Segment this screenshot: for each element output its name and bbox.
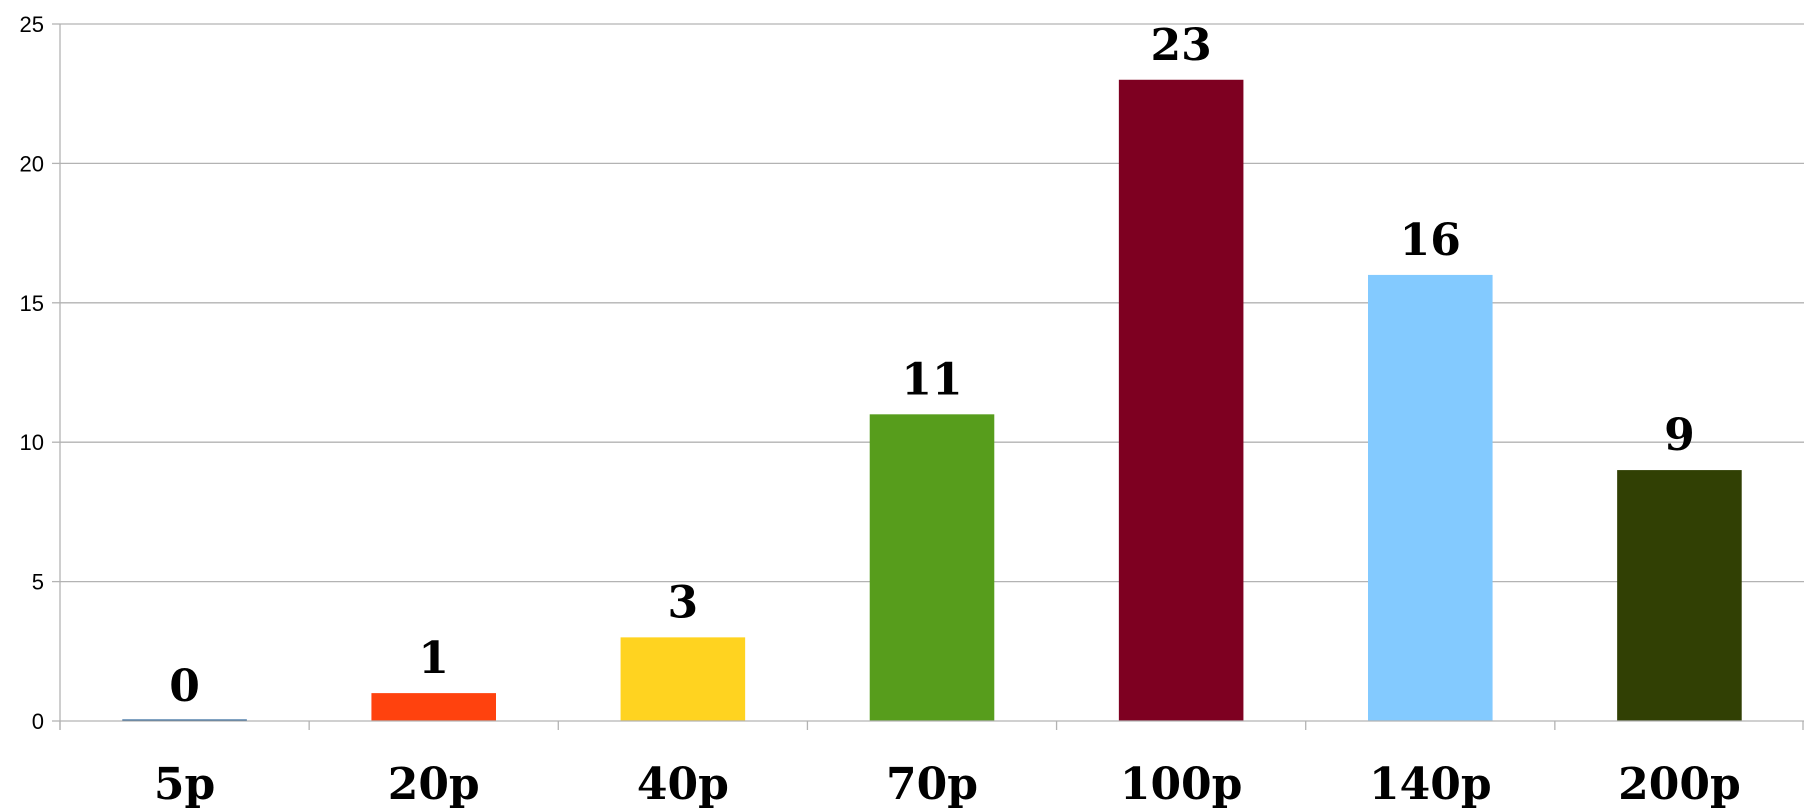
data-label: 9 (1664, 410, 1695, 461)
x-tick-label: 200p (1618, 759, 1741, 810)
data-labels: 0 1 3 11 23 16 9 (169, 20, 1694, 712)
bar-140p (1368, 274, 1493, 721)
x-tick-label: 70p (886, 759, 978, 810)
data-label: 16 (1400, 215, 1461, 266)
x-tick-labels: 5p 20p 40p 70p 100p 140p 200p (154, 759, 1741, 810)
x-tick-label: 40p (637, 759, 729, 810)
data-label: 1 (418, 633, 449, 684)
bar-5p (122, 719, 247, 721)
bar-70p (869, 414, 995, 721)
y-tick-label: 20 (20, 151, 44, 176)
data-label: 11 (901, 354, 962, 405)
x-tick-label: 5p (154, 759, 215, 810)
bar-40p (620, 637, 746, 721)
data-label: 23 (1151, 20, 1212, 71)
bar-100p (1118, 79, 1244, 721)
y-tick-label: 25 (20, 12, 44, 37)
y-tick-label: 0 (32, 709, 44, 734)
bars (122, 79, 1742, 721)
bar-200p (1617, 470, 1742, 721)
y-tick-label: 10 (20, 430, 44, 455)
y-tick-labels: 0 5 10 15 20 25 (20, 12, 44, 734)
bar-20p (371, 693, 496, 721)
x-tick-label: 140p (1369, 759, 1492, 810)
y-tick-label: 15 (20, 291, 44, 316)
data-label: 3 (668, 577, 699, 628)
x-tick-label: 20p (388, 759, 480, 810)
x-tick-label: 100p (1120, 759, 1243, 810)
gridlines (60, 23, 1804, 583)
axes (52, 23, 1804, 730)
data-label: 0 (169, 661, 200, 712)
y-tick-label: 5 (32, 570, 44, 595)
